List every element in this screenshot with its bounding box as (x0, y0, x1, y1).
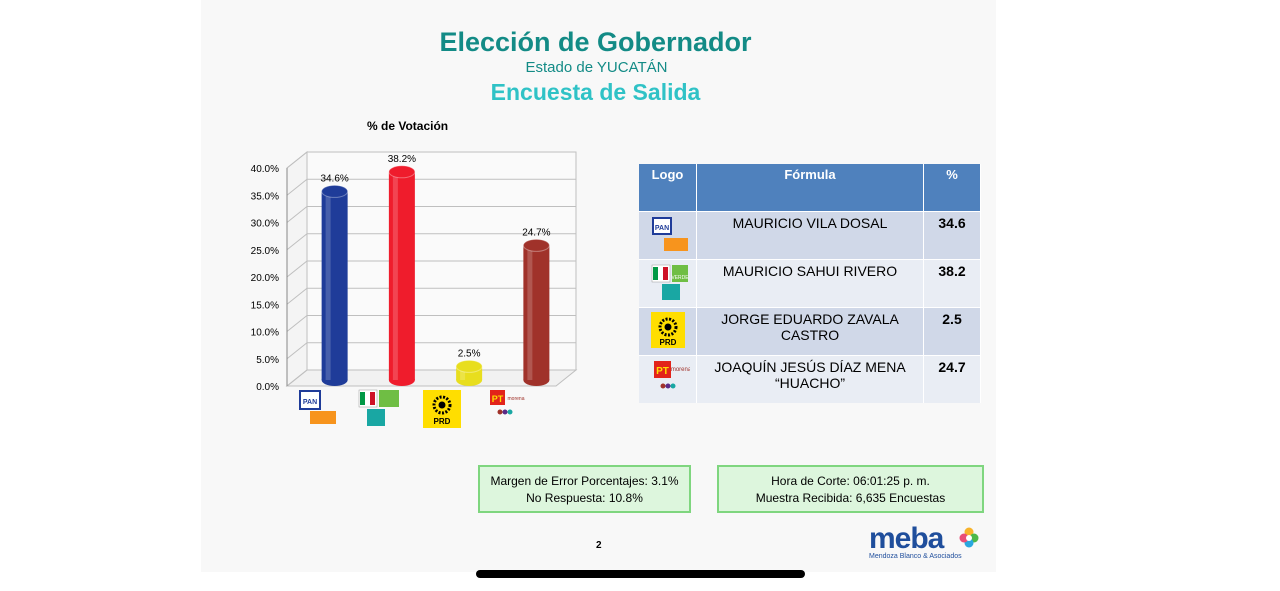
bar-4 (522, 238, 550, 386)
pt-logo-text: PT (656, 366, 669, 377)
y-tick-label: 15.0% (251, 300, 279, 311)
error-margin-box: Margen de Error Porcentajes: 3.1% No Res… (478, 465, 691, 513)
table-row: VERDE MAURICIO SAHUI RIVERO 38.2 (639, 259, 981, 308)
gridline (286, 151, 576, 169)
pt-axis-logo-text: PT (492, 394, 504, 404)
prd-axis-logo-text: PRD (434, 417, 451, 426)
y-tick-label: 35.0% (251, 191, 279, 202)
y-tick-label: 10.0% (251, 328, 279, 339)
y-tick-label: 25.0% (251, 246, 279, 257)
gridline (286, 260, 576, 278)
brand-name: meba (869, 522, 944, 555)
gridline (286, 342, 576, 360)
alianza-axis-logo (367, 409, 385, 426)
brand-tagline: Mendoza Blanco & Asociados (869, 553, 962, 560)
mc-axis-logo (310, 411, 336, 424)
table-row: PAN MAURICIO VILA DOSAL 34.6 (639, 211, 981, 260)
data-label: 24.7% (522, 227, 550, 238)
verde-logo-text: VERDE (671, 275, 689, 281)
cutoff-box: Hora de Corte: 06:01:25 p. m. Muestra Re… (717, 465, 984, 513)
pri-verde-alianza-logo: VERDE (639, 259, 697, 308)
header-formula: Fórmula (696, 164, 924, 212)
y-tick-label: 5.0% (256, 355, 279, 366)
gridline (286, 315, 576, 332)
header-logo: Logo (639, 164, 697, 212)
sample-text: Muestra Recibida: 6,635 Encuestas (755, 491, 946, 505)
pct-cell: 24.7 (923, 355, 981, 403)
no-response-text: No Respuesta: 10.8% (526, 491, 643, 505)
data-label: 34.6% (320, 173, 348, 184)
meba-logo: meba Mendoza Blanco & Asociados (869, 522, 979, 560)
slide: Elección de Gobernador Estado de YUCATÁN… (201, 0, 996, 572)
data-label: 38.2% (388, 154, 416, 165)
pct-cell: 38.2 (923, 259, 981, 308)
y-tick-label: 40.0% (251, 164, 279, 175)
page-number: 2 (596, 540, 602, 551)
cutoff-time-text: Hora de Corte: 06:01:25 p. m. (771, 474, 930, 488)
survey-type-heading: Encuesta de Salida (490, 79, 701, 105)
pan-axis-logo-text: PAN (303, 399, 317, 406)
y-tick-label: 20.0% (251, 273, 279, 284)
home-indicator (476, 570, 805, 578)
formula-cell: JOAQUÍN JESÚS DÍAZ MENA “HUACHO” (696, 355, 924, 403)
bar-2 (388, 165, 416, 386)
gridline (286, 178, 576, 196)
results-table: Logo Fórmula % PAN MAURICIO VILA DOSAL 3… (639, 164, 981, 403)
pct-cell: 34.6 (923, 211, 981, 260)
gridline (286, 233, 576, 251)
formula-cell: MAURICIO VILA DOSAL (696, 211, 924, 260)
data-label: 2.5% (458, 348, 481, 359)
y-tick-label: 0.0% (256, 382, 279, 393)
gridline (286, 287, 576, 305)
morena-axis-logo-text: morena (508, 396, 525, 402)
bar-3 (455, 359, 483, 386)
prd-logo: PRD (639, 307, 697, 356)
pt-axis-logo (490, 390, 505, 405)
page-subtitle: Estado de YUCATÁN (525, 59, 668, 76)
prd-axis-logo (423, 390, 461, 428)
formula-cell: JORGE EDUARDO ZAVALA CASTRO (696, 307, 924, 356)
gridline (286, 206, 576, 223)
gridline (286, 369, 576, 387)
page-title: Elección de Gobernador (439, 27, 752, 57)
verde-axis-logo (379, 390, 399, 407)
error-margin-text: Margen de Error Porcentajes: 3.1% (490, 474, 679, 488)
bar-chart: 0.0% 5.0% 10.0% 15.0% 20.0% 25.0% 30.0% 35.0% 40… (251, 150, 578, 428)
pan-logo: PAN (639, 211, 697, 260)
header-pct: % (923, 164, 981, 212)
pan-logo-text: PAN (654, 225, 668, 232)
brand-flower-icon (959, 527, 979, 548)
pct-cell: 2.5 (923, 307, 981, 356)
es-axis-logo (497, 409, 503, 415)
prd-logo-text: PRD (659, 338, 676, 347)
bar-1 (321, 184, 349, 386)
pt-morena-logo: PT morena (639, 355, 697, 403)
y-tick-label: 30.0% (251, 219, 279, 230)
morena-logo-text: morena (670, 367, 689, 373)
table-row: PRD JORGE EDUARDO ZAVALA CASTRO 2.5 (639, 307, 981, 356)
chart-title: % de Votación (367, 119, 449, 133)
table-row: PT morena JOAQUÍN JESÚS DÍAZ MENA “HUACH… (639, 355, 981, 403)
formula-cell: MAURICIO SAHUI RIVERO (696, 259, 924, 308)
